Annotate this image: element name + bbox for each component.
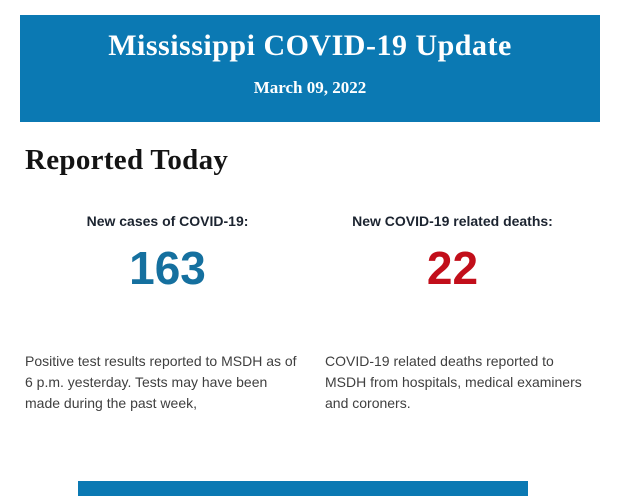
header-banner: Mississippi COVID-19 Update March 09, 20…	[20, 15, 600, 122]
section-heading: Reported Today	[25, 144, 229, 176]
report-date: March 09, 2022	[253, 78, 367, 97]
stat-label: New cases of COVID-19:	[86, 213, 249, 229]
stat-description: COVID-19 related deaths reported to MSDH…	[325, 353, 582, 411]
stat-new-deaths: New COVID-19 related deaths: 22 COVID-19…	[310, 213, 595, 414]
footer-bar	[78, 481, 528, 496]
stat-label: New COVID-19 related deaths:	[352, 213, 553, 229]
page-title: Mississippi COVID-19 Update	[108, 29, 512, 62]
stat-value: 22	[426, 242, 479, 294]
stat-new-cases: New cases of COVID-19: 163 Positive test…	[25, 213, 310, 414]
stat-description: Positive test results reported to MSDH a…	[25, 353, 297, 411]
stat-value: 163	[129, 242, 206, 294]
main-content: Reported Today New cases of COVID-19: 16…	[0, 144, 620, 414]
stats-row: New cases of COVID-19: 163 Positive test…	[25, 213, 595, 414]
